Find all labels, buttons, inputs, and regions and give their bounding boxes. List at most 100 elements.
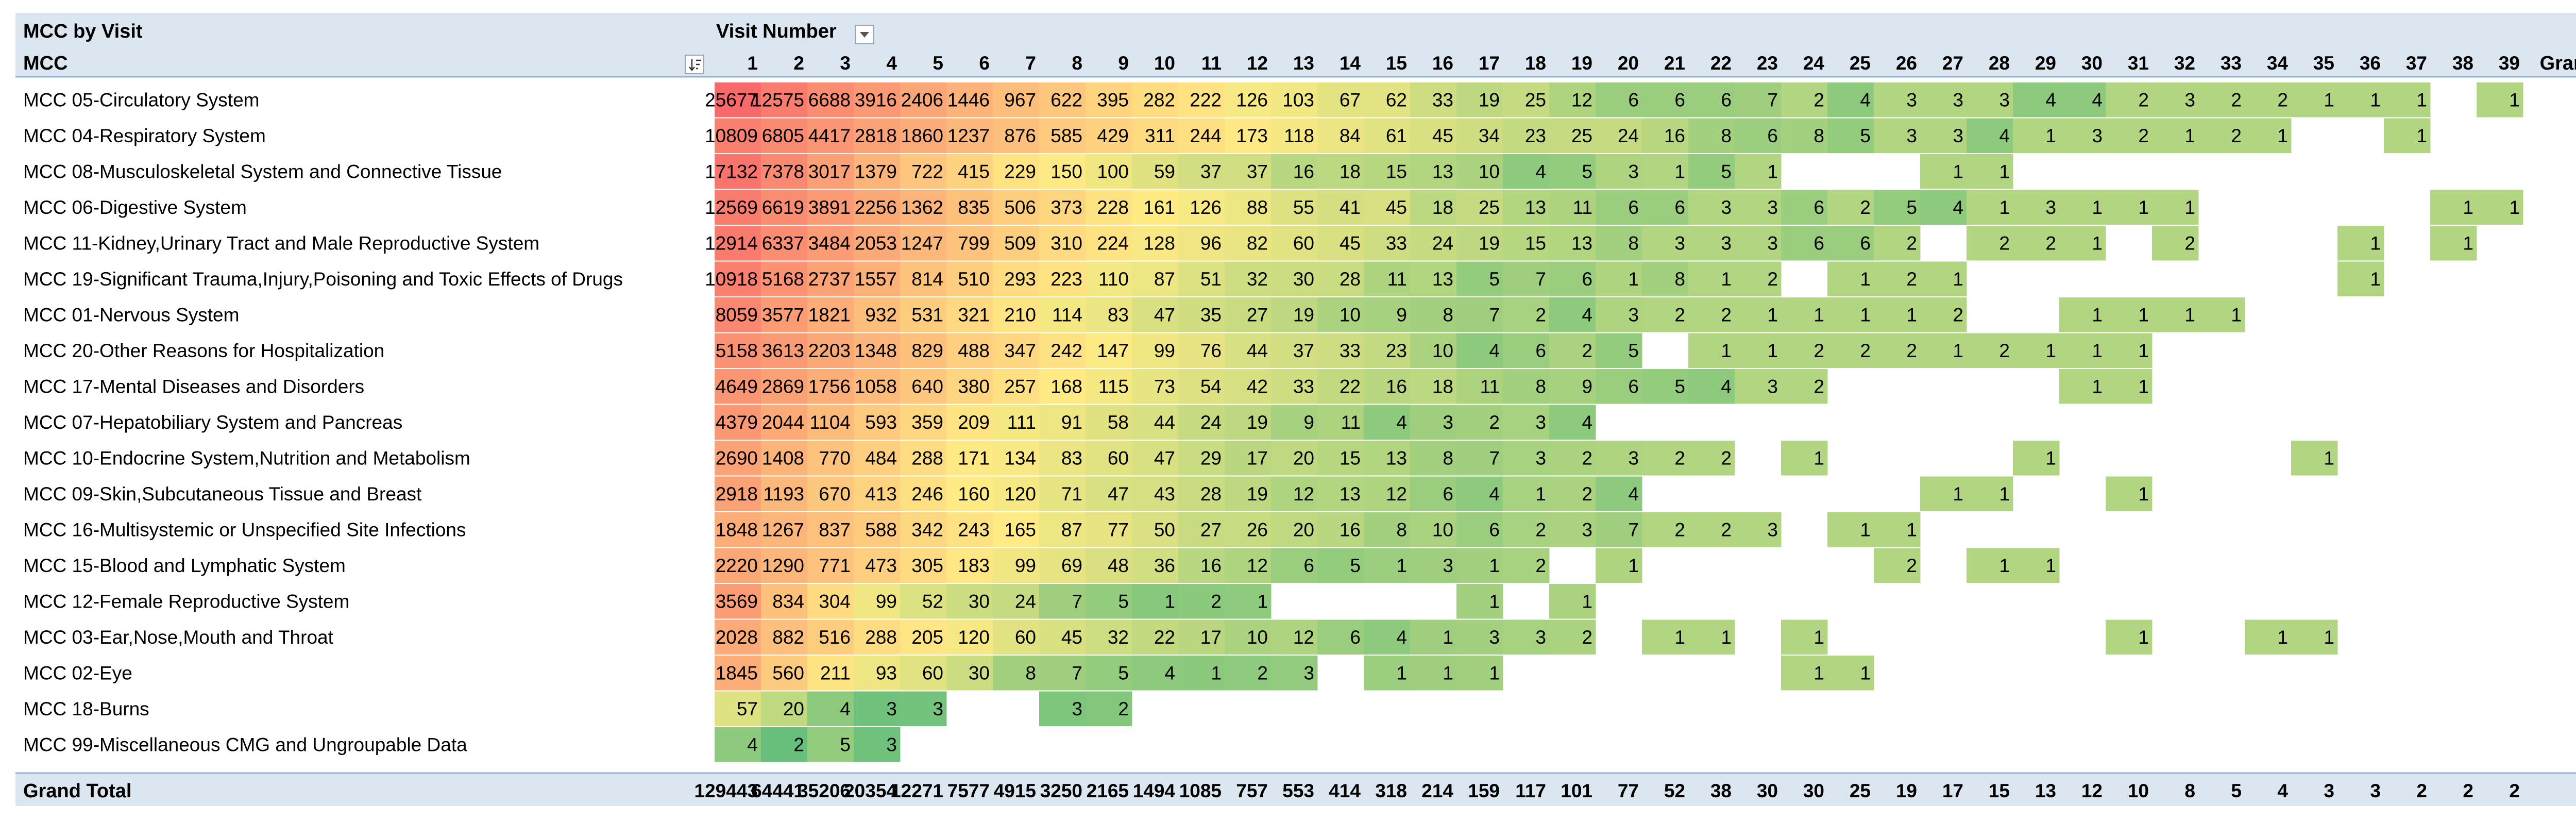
heatmap-cell [1781, 297, 1828, 332]
cell-value: 30 [1293, 269, 1314, 290]
heatmap-cell [1317, 476, 1364, 511]
column-grand-total: 30 [1803, 780, 1824, 801]
heatmap-cell [1317, 369, 1364, 404]
heatmap-cell [1132, 154, 1179, 189]
row-label: MCC 20-Other Reasons for Hospitalization [23, 340, 384, 361]
cell-value: 4 [747, 734, 758, 755]
cell-value: 1379 [855, 161, 897, 182]
heatmap-cell [1642, 297, 1689, 332]
cell-value: 5 [1118, 662, 1129, 683]
cell-value: 10 [1479, 161, 1500, 182]
column-header-visit-5: 5 [933, 53, 943, 74]
heatmap-cell [1503, 226, 1550, 261]
cell-value: 210 [1004, 304, 1036, 325]
cell-value: 33 [1293, 376, 1314, 397]
heatmap-cell [1225, 118, 1272, 153]
heatmap-cell [1967, 154, 2013, 189]
column-header-visit-33: 33 [2221, 53, 2242, 74]
column-grand-total: 12 [2081, 780, 2103, 801]
heatmap-cell [715, 369, 761, 404]
heatmap-cell [1225, 441, 1272, 476]
cell-value: 9 [1582, 376, 1592, 397]
cell-value: 5 [1350, 555, 1361, 576]
heatmap-cell [1781, 656, 1828, 691]
cell-value: 9 [1303, 412, 1314, 433]
heatmap-cell [1688, 441, 1735, 476]
row-filter-box[interactable] [685, 55, 704, 74]
cell-value: 1 [2277, 125, 2288, 146]
cell-value: 15 [1340, 447, 1361, 468]
column-filter-button[interactable] [855, 25, 874, 44]
cell-value: 1 [1814, 447, 1824, 468]
cell-value: 99 [1154, 340, 1175, 361]
heatmap-cell [761, 261, 808, 296]
heatmap-cell [1086, 369, 1132, 404]
heatmap-cell [1410, 226, 1457, 261]
heatmap-cell [854, 476, 901, 511]
heatmap-cell [1827, 261, 1874, 296]
cell-value: 2 [1582, 483, 1592, 505]
heatmap-cell [946, 656, 993, 691]
heatmap-cell [1874, 190, 1921, 225]
heatmap-cell [1967, 548, 2013, 583]
column-header-visit-21: 21 [1664, 53, 1685, 74]
heatmap-cell [946, 118, 993, 153]
heatmap-cell [2198, 118, 2245, 153]
cell-value: 510 [958, 269, 990, 290]
row-filter-button[interactable] [685, 55, 704, 74]
heatmap-cell [2477, 190, 2523, 225]
column-grand-total: 17 [1942, 780, 1963, 801]
heatmap-cell [1178, 118, 1225, 153]
cell-value: 73 [1154, 376, 1175, 397]
heatmap-cell [993, 154, 1040, 189]
heatmap-cell [1688, 154, 1735, 189]
column-grand-total: 10 [2128, 780, 2149, 801]
heatmap-cell [1735, 512, 1782, 547]
heatmap-cell [1317, 333, 1364, 368]
cell-value: 2 [793, 734, 804, 755]
heatmap-cell [1920, 190, 1967, 225]
heatmap-cell [1225, 476, 1272, 511]
heatmap-cell [807, 333, 854, 368]
heatmap-cell [1132, 584, 1179, 619]
cell-value: 1 [1814, 304, 1824, 325]
cell-value: 12914 [705, 232, 758, 254]
cell-value: 4 [1489, 483, 1500, 505]
column-grand-total: 35206 [798, 780, 851, 801]
cell-value: 165 [1004, 519, 1036, 540]
cell-value: 473 [865, 555, 897, 576]
heatmap-cell [1456, 82, 1503, 118]
heatmap-cell [946, 261, 993, 296]
column-header-visit-15: 15 [1386, 53, 1407, 74]
pivot-header: MCC by Visit MCC Visit Number [15, 13, 2576, 78]
cell-value: 3 [933, 698, 943, 719]
cell-value: 413 [865, 483, 897, 505]
cell-value: 120 [958, 627, 990, 648]
cell-value: 2 [1999, 340, 2010, 361]
cell-value: 28 [1200, 483, 1222, 505]
cell-value: 29 [1200, 447, 1222, 468]
cell-value: 2 [1582, 627, 1592, 648]
heatmap-cell [1642, 82, 1689, 118]
cell-value: 2 [1721, 519, 1732, 540]
cell-value: 1 [1999, 555, 2010, 576]
heatmap-cell [1503, 512, 1550, 547]
cell-value: 45 [1061, 627, 1082, 648]
cell-value: 4417 [808, 125, 851, 146]
heatmap-cell [1874, 261, 1921, 296]
cell-value: 22 [1154, 627, 1175, 648]
heatmap-cell [1039, 154, 1086, 189]
heatmap-cell [1642, 154, 1689, 189]
column-grand-total: 13 [2035, 780, 2056, 801]
heatmap-cell [946, 297, 993, 332]
cell-value: 52 [922, 591, 943, 612]
cell-value: 1 [1628, 269, 1639, 290]
heatmap-cell [1549, 226, 1596, 261]
heatmap-cell [900, 369, 947, 404]
heatmap-cell [1225, 548, 1272, 583]
cell-value: 506 [1004, 197, 1036, 218]
heatmap-cell [1271, 82, 1318, 118]
heatmap-cell [761, 154, 808, 189]
cell-value: 2 [1860, 340, 1871, 361]
cell-value: 115 [1098, 376, 1129, 397]
